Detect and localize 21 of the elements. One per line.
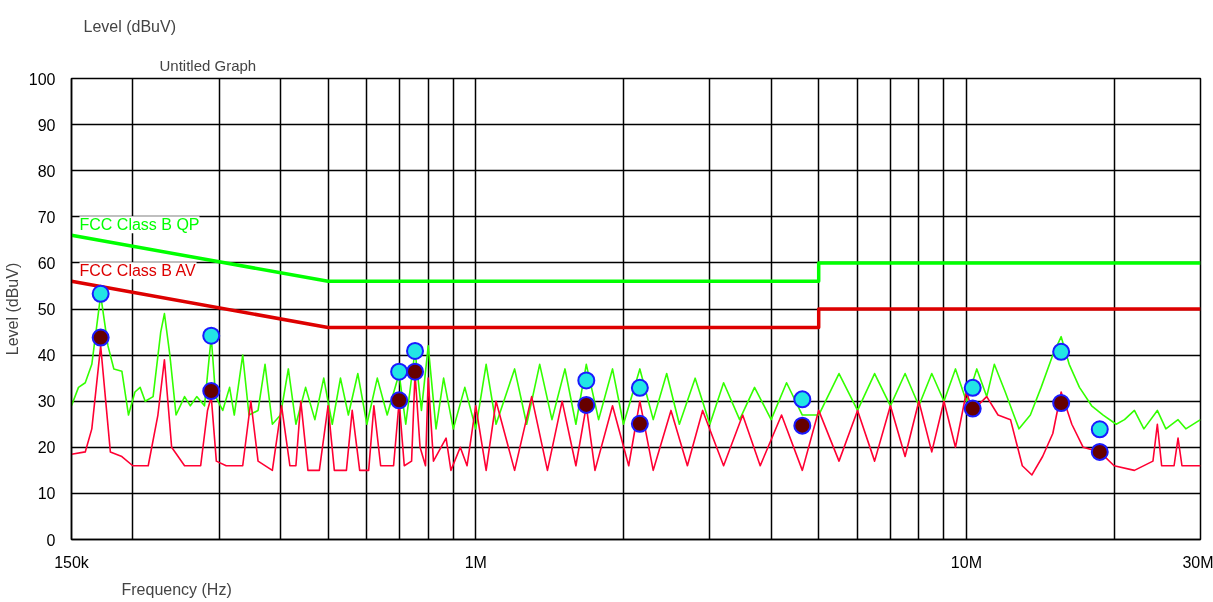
y-axis-title: Level (dBuV)	[3, 262, 21, 356]
text: Level (dBuV)	[83, 17, 176, 35]
y-tick-label: 30	[37, 393, 56, 411]
x-axis-title: Frequency (Hz)	[121, 580, 232, 598]
x-tick-label: 150k	[54, 553, 90, 571]
y-tick-label: 20	[37, 439, 56, 457]
y-tick-label: 100	[28, 70, 56, 88]
x-tick-label: 10M	[950, 553, 982, 571]
y-tick-label: 90	[37, 116, 56, 134]
y-tick-label: 80	[37, 162, 56, 180]
series-label: FCC Class B AV	[79, 262, 196, 280]
x-tick-label: 1M	[464, 553, 487, 571]
y-tick-label: 70	[37, 208, 56, 226]
x-tick-label: 30M	[1182, 553, 1213, 571]
y-tick-label: 0	[46, 531, 56, 549]
series-label: FCC Class B QP	[79, 216, 200, 234]
y-tick-label: 60	[37, 254, 56, 272]
chart-title: Untitled Graph	[159, 56, 257, 74]
y-tick-label: 10	[37, 485, 56, 503]
y-tick-label: 40	[37, 347, 56, 365]
y-tick-label: 50	[37, 301, 56, 318]
